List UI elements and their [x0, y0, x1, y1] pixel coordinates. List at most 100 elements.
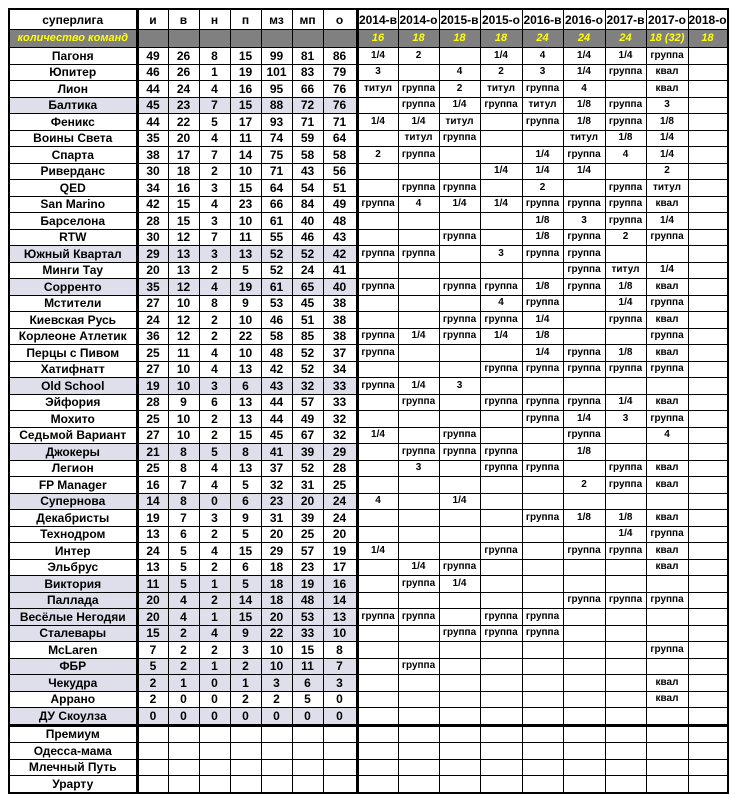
- stat-cell[interactable]: [260, 775, 293, 793]
- stat-cell[interactable]: [198, 723, 231, 743]
- season-result-cell[interactable]: [479, 344, 523, 362]
- stat-cell[interactable]: 20: [260, 525, 293, 543]
- season-result-cell[interactable]: группа: [438, 327, 481, 345]
- stat-cell[interactable]: 2: [198, 410, 231, 428]
- season-result-cell[interactable]: [479, 742, 523, 760]
- season-result-cell[interactable]: [397, 212, 440, 230]
- season-result-cell[interactable]: [687, 410, 729, 428]
- stat-cell[interactable]: [198, 742, 231, 760]
- season-result-cell[interactable]: [562, 624, 606, 642]
- season-result-cell[interactable]: [687, 758, 729, 776]
- season-result-cell[interactable]: 1/8: [521, 212, 564, 230]
- stat-cell[interactable]: [229, 742, 262, 760]
- season-result-cell[interactable]: [562, 294, 606, 312]
- season-result-cell[interactable]: [479, 657, 523, 675]
- stat-cell[interactable]: 58: [291, 146, 324, 164]
- stat-cell[interactable]: 2: [198, 558, 231, 576]
- season-result-cell[interactable]: 1/4: [479, 162, 523, 180]
- season-result-cell[interactable]: группа: [521, 393, 564, 411]
- season-result-cell[interactable]: группа: [479, 443, 523, 461]
- season-result-cell[interactable]: [687, 162, 729, 180]
- col-header-season[interactable]: 2016-в: [521, 8, 564, 30]
- season-result-cell[interactable]: [356, 558, 399, 576]
- season-result-cell[interactable]: [356, 476, 399, 494]
- stat-cell[interactable]: 2: [136, 690, 169, 708]
- season-result-cell[interactable]: [521, 758, 564, 776]
- stat-cell[interactable]: 48: [322, 212, 359, 230]
- stat-cell[interactable]: 36: [136, 327, 169, 345]
- stat-cell[interactable]: 67: [291, 426, 324, 444]
- stat-cell[interactable]: 44: [260, 393, 293, 411]
- col-header-season[interactable]: 2015-в: [438, 8, 481, 30]
- season-result-cell[interactable]: [397, 509, 440, 527]
- season-result-cell[interactable]: [397, 775, 440, 793]
- season-result-cell[interactable]: [562, 327, 606, 345]
- stat-cell[interactable]: 2: [167, 624, 200, 642]
- season-result-cell[interactable]: [356, 509, 399, 527]
- season-result-cell[interactable]: [356, 575, 399, 593]
- stat-cell[interactable]: 45: [291, 294, 324, 312]
- season-result-cell[interactable]: 1/4: [604, 294, 647, 312]
- stat-cell[interactable]: 1: [198, 608, 231, 626]
- season-result-cell[interactable]: 4: [397, 195, 440, 213]
- season-result-cell[interactable]: [604, 624, 647, 642]
- season-result-cell[interactable]: [397, 674, 440, 692]
- season-result-cell[interactable]: 4: [438, 63, 481, 81]
- season-result-cell[interactable]: титул: [521, 96, 564, 114]
- stat-cell[interactable]: 72: [291, 96, 324, 114]
- season-result-cell[interactable]: [479, 492, 523, 510]
- stat-cell[interactable]: 66: [260, 195, 293, 213]
- stat-cell[interactable]: 24: [136, 542, 169, 560]
- season-result-cell[interactable]: титул: [645, 179, 689, 197]
- season-result-cell[interactable]: [562, 525, 606, 543]
- season-result-cell[interactable]: [397, 591, 440, 609]
- season-result-cell[interactable]: 4: [521, 47, 564, 65]
- stat-cell[interactable]: 46: [291, 228, 324, 246]
- stat-cell[interactable]: [260, 723, 293, 743]
- stat-cell[interactable]: 95: [260, 80, 293, 98]
- team-name-cell[interactable]: McLaren: [8, 641, 139, 659]
- season-result-cell[interactable]: группа: [604, 476, 647, 494]
- stat-cell[interactable]: 24: [322, 509, 359, 527]
- season-result-cell[interactable]: [356, 525, 399, 543]
- season-result-cell[interactable]: [521, 377, 564, 395]
- season-result-cell[interactable]: [438, 212, 481, 230]
- col-header-season[interactable]: 2017-в: [604, 8, 647, 30]
- stat-cell[interactable]: 20: [260, 608, 293, 626]
- team-name-cell[interactable]: Воины Света: [8, 129, 139, 147]
- season-result-cell[interactable]: группа: [562, 195, 606, 213]
- season-result-cell[interactable]: [604, 674, 647, 692]
- col-header-losses[interactable]: п: [229, 8, 262, 30]
- season-result-cell[interactable]: [397, 624, 440, 642]
- season-result-cell[interactable]: [397, 742, 440, 760]
- teams-count-value[interactable]: 18: [687, 29, 729, 48]
- stat-cell[interactable]: 17: [229, 113, 262, 131]
- stat-cell[interactable]: 45: [136, 96, 169, 114]
- season-result-cell[interactable]: [397, 63, 440, 81]
- stat-cell[interactable]: 7: [322, 657, 359, 675]
- season-result-cell[interactable]: [687, 742, 729, 760]
- season-result-cell[interactable]: группа: [521, 410, 564, 428]
- stat-cell[interactable]: 2: [260, 690, 293, 708]
- stat-cell[interactable]: 18: [167, 162, 200, 180]
- season-result-cell[interactable]: 3: [521, 63, 564, 81]
- season-result-cell[interactable]: 1/8: [521, 228, 564, 246]
- season-result-cell[interactable]: группа: [562, 591, 606, 609]
- team-name-cell[interactable]: Сталевары: [8, 624, 139, 642]
- season-result-cell[interactable]: [356, 690, 399, 708]
- team-name-cell[interactable]: San Marino: [8, 195, 139, 213]
- team-name-cell[interactable]: Old School: [8, 377, 139, 395]
- stat-cell[interactable]: 24: [167, 80, 200, 98]
- stat-cell[interactable]: 5: [229, 476, 262, 494]
- season-result-cell[interactable]: [438, 261, 481, 279]
- season-result-cell[interactable]: [687, 294, 729, 312]
- season-result-cell[interactable]: [521, 476, 564, 494]
- season-result-cell[interactable]: [438, 591, 481, 609]
- season-result-cell[interactable]: [438, 410, 481, 428]
- stat-cell[interactable]: 1: [198, 63, 231, 81]
- season-result-cell[interactable]: [687, 608, 729, 626]
- season-result-cell[interactable]: [687, 723, 729, 743]
- season-result-cell[interactable]: группа: [397, 245, 440, 263]
- stat-cell[interactable]: 13: [229, 360, 262, 378]
- stat-cell[interactable]: 22: [167, 113, 200, 131]
